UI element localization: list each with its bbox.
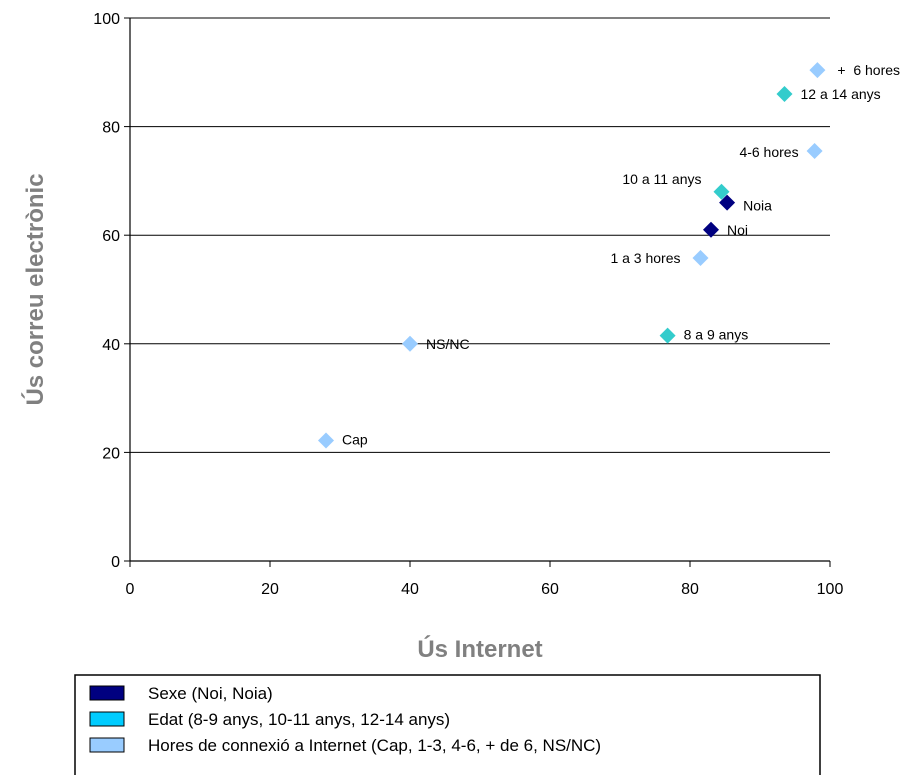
x-tick-label: 80 (681, 581, 699, 598)
point-label-cap: Cap (342, 431, 368, 447)
point-label-10-a-11-anys: 10 a 11 anys (622, 171, 701, 187)
point-noia (719, 194, 736, 211)
point-label-ns-nc: NS/NC (426, 336, 470, 352)
point-label-noia: Noia (743, 198, 772, 214)
legend-swatch-1 (89, 685, 125, 701)
tick-labels: 0 20 40 60 80 100 0 20 40 60 80 100 (93, 11, 843, 598)
point-label-12-a-14-anys: 12 a 14 anys (801, 86, 881, 102)
y-tick-label: 60 (102, 228, 120, 245)
point-label-noi: Noi (727, 222, 748, 238)
grid-lines (130, 17, 830, 453)
x-tick-label: 100 (817, 581, 844, 598)
legend-label-2: Edat (8-9 anys, 10-11 anys, 12-14 anys) (148, 710, 450, 729)
x-tick-label: 0 (126, 581, 135, 598)
legend-swatch-3 (89, 737, 125, 753)
point-cap (318, 432, 334, 449)
point-12-a-14-anys (776, 86, 793, 103)
point-1-a-3-hores (692, 250, 709, 267)
point-label-1-a-3-hores: 1 a 3 hores (610, 250, 680, 266)
axes (124, 17, 831, 567)
point-label-8-a-9-anys: 8 a 9 anys (684, 327, 749, 343)
y-tick-label: 80 (102, 120, 120, 137)
y-tick-label: 40 (102, 337, 120, 354)
point-4-6-hores (806, 143, 823, 160)
legend: Sexe (Noi, Noia) Edat (8-9 anys, 10-11 an… (74, 674, 821, 775)
data-points (318, 62, 826, 449)
x-tick-label: 20 (261, 581, 279, 598)
legend-label-3: Hores de connexió a Internet (Cap, 1-3, … (148, 736, 601, 755)
point-8-a-9-anys (659, 327, 676, 344)
point-6-hores (809, 62, 826, 79)
y-tick-label: 0 (111, 554, 120, 571)
point-ns-nc (402, 335, 418, 352)
y-axis-title: Ús correu electrònic (21, 173, 49, 405)
legend-swatch-2 (89, 711, 125, 727)
legend-box (74, 674, 821, 775)
point-label-4-6-hores: 4-6 hores (739, 144, 798, 160)
point-labels: Noi Noia 8 a 9 anys 10 a 11 anys 12 a 14 any… (342, 62, 900, 447)
legend-label-1: Sexe (Noi, Noia) (148, 684, 273, 703)
y-tick-label: 20 (102, 445, 120, 462)
x-axis-title: Ús Internet (417, 635, 542, 663)
x-tick-label: 60 (541, 581, 559, 598)
x-tick-label: 40 (401, 581, 419, 598)
point-label-6-hores: + 6 hores (837, 62, 900, 78)
point-10-a-11-anys (713, 183, 730, 200)
y-tick-label: 100 (93, 11, 120, 28)
point-noi (703, 221, 719, 238)
